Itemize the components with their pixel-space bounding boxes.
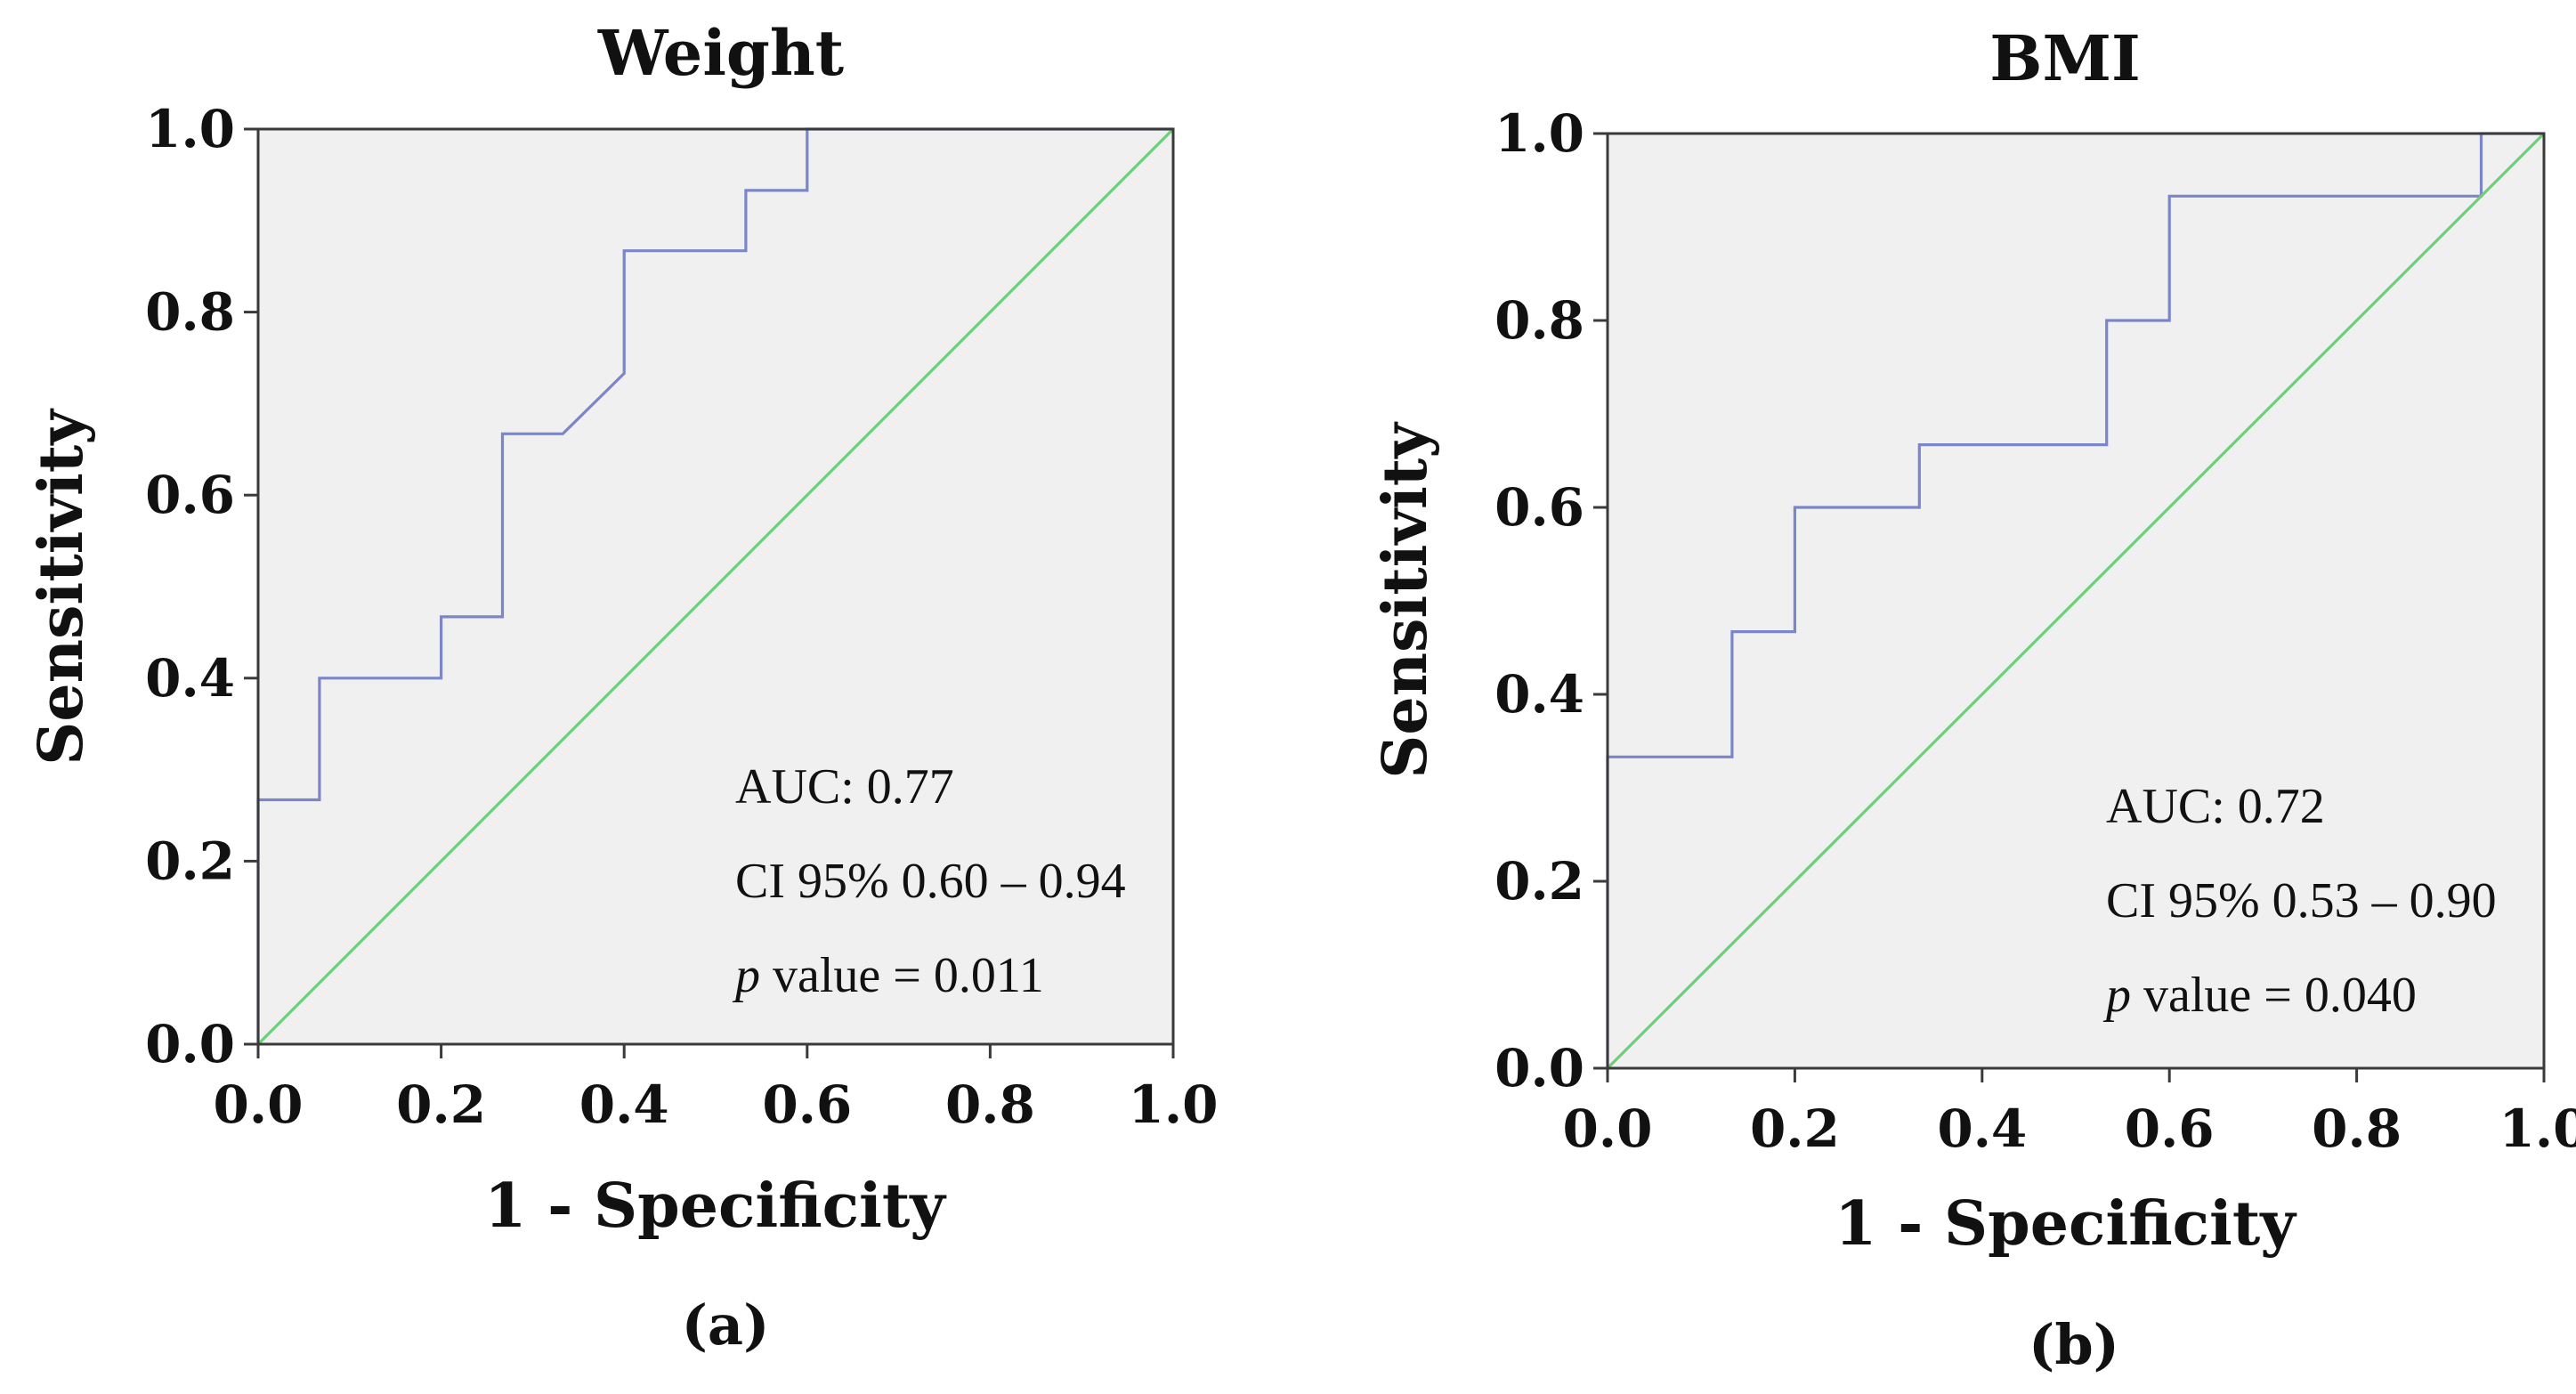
roc-chart-weight: Weight 0.00.20.40.60.81.0 0.0 0.2 0.4 0.6 0.… xyxy=(26,16,1218,1358)
plot-frame xyxy=(1606,132,2546,1070)
roc-curve xyxy=(1606,132,2544,1068)
y-axis-label: Sensitivity xyxy=(1370,421,1441,779)
x-ticks: 0.0 0.2 0.4 0.6 0.8 1.0 xyxy=(1563,1068,2576,1159)
x-tick-label: 0.4 xyxy=(579,1074,669,1135)
x-tick-label: 0.0 xyxy=(214,1074,304,1135)
p-symbol: p xyxy=(2102,968,2131,1023)
x-tick-label: 0.0 xyxy=(1563,1098,1653,1159)
x-tick-label: 1.0 xyxy=(1129,1074,1219,1135)
y-tick-label: 0.0 xyxy=(145,1014,235,1074)
p-value-text: value = 0.011 xyxy=(760,948,1044,1003)
auc-annotation: AUC: 0.72 xyxy=(2106,779,2325,834)
y-tick-label: 0.0 xyxy=(1495,1038,1584,1098)
x-axis-label: 1 - Specificity xyxy=(484,1171,947,1242)
y-tick-label: 0.2 xyxy=(1495,851,1584,912)
y-tick-label: 0.6 xyxy=(145,465,235,525)
panel-label: (a) xyxy=(682,1293,770,1358)
p-value-annotation: p value = 0.011 xyxy=(732,948,1044,1003)
auc-annotation: AUC: 0.77 xyxy=(735,759,954,815)
ci-annotation: CI 95% 0.60 – 0.94 xyxy=(735,854,1126,909)
x-axis-label: 1 - Specificity xyxy=(1835,1188,2297,1260)
chart-title: Weight xyxy=(597,16,844,90)
roc-chart-bmi: BMI 0.0 0.2 0.4 0.6 0.8 1.0 0.0 0.2 0.4 0.6 0.8 1.… xyxy=(1370,21,2576,1377)
y-ticks: 0.0 0.2 0.4 0.6 0.8 1.0 xyxy=(1495,103,1608,1098)
x-tick-label: 0.8 xyxy=(945,1074,1035,1135)
series-lines xyxy=(256,127,1175,1046)
reference-line xyxy=(1606,132,2546,1070)
y-ticks: 0.0 0.2 0.4 0.6 0.8 1.0 xyxy=(145,99,258,1074)
y-tick-label: 1.0 xyxy=(1495,103,1584,164)
y-tick-label: 0.8 xyxy=(145,282,235,343)
x-tick-label: 0.2 xyxy=(396,1074,486,1135)
series-lines xyxy=(1606,132,2546,1070)
roc-curve xyxy=(256,127,1173,1044)
chart-title: BMI xyxy=(1989,21,2140,95)
y-tick-label: 0.2 xyxy=(145,831,235,891)
x-tick-label: 0.6 xyxy=(2125,1098,2215,1159)
reference-line xyxy=(256,127,1175,1046)
x-tick-label: 0.4 xyxy=(1937,1098,2027,1159)
x-tick-label: 1.0 xyxy=(2499,1098,2576,1159)
y-tick-label: 0.4 xyxy=(1495,664,1584,725)
panel-label: (b) xyxy=(2029,1312,2119,1377)
y-tick-label: 0.6 xyxy=(1495,477,1584,538)
y-axis-label: Sensitivity xyxy=(26,408,97,766)
p-value-text: value = 0.040 xyxy=(2131,968,2417,1023)
p-symbol: p xyxy=(732,948,760,1003)
x-tick-label: 0.6 xyxy=(762,1074,852,1135)
x-tick-label: 0.2 xyxy=(1750,1098,1840,1159)
x-tick-label: 0.8 xyxy=(2312,1098,2402,1159)
x-ticks: 0.0 0.2 0.4 0.6 0.8 1.0 xyxy=(214,1044,1219,1135)
ci-annotation: CI 95% 0.53 – 0.90 xyxy=(2106,873,2497,928)
y-tick-label: 1.0 xyxy=(145,99,235,159)
plot-frame xyxy=(256,127,1175,1046)
y-tick-label: 0.4 xyxy=(145,648,235,709)
p-value-annotation: p value = 0.040 xyxy=(2102,968,2417,1023)
y-tick-label: 0.8 xyxy=(1495,290,1584,351)
